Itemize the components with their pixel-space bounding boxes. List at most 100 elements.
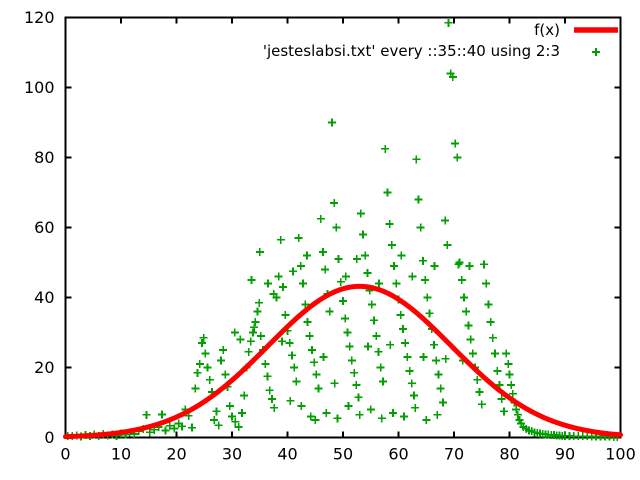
scatter-point bbox=[441, 354, 450, 363]
scatter-point bbox=[256, 332, 265, 340]
scatter-point bbox=[311, 416, 320, 424]
scatter-point bbox=[312, 370, 321, 379]
scatter-point bbox=[234, 423, 243, 431]
scatter-point bbox=[444, 18, 453, 27]
scatter-point bbox=[305, 332, 314, 340]
scatter-point bbox=[290, 363, 299, 372]
scatter-point bbox=[477, 400, 486, 409]
scatter-point bbox=[497, 395, 506, 403]
scatter-point bbox=[377, 414, 386, 423]
scatter-point bbox=[294, 234, 303, 242]
scatter-point bbox=[267, 395, 276, 403]
scatter-point bbox=[352, 255, 361, 263]
scatter-point bbox=[195, 360, 204, 368]
scatter-point bbox=[281, 311, 290, 319]
x-tick-label-100: 100 bbox=[605, 445, 636, 464]
scatter-point bbox=[343, 328, 352, 337]
y-tick-label-40: 40 bbox=[34, 288, 54, 307]
scatter-point bbox=[356, 209, 365, 218]
scatter-point bbox=[459, 293, 468, 302]
x-tick-label-30: 30 bbox=[222, 445, 242, 464]
scatter-point bbox=[263, 372, 272, 381]
scatter-point bbox=[240, 391, 249, 400]
scatter-point bbox=[170, 424, 179, 433]
scatter-point bbox=[383, 188, 392, 197]
scatter-point bbox=[296, 262, 305, 270]
scatter-point bbox=[411, 403, 420, 412]
scatter-point bbox=[310, 358, 319, 367]
scatter-point bbox=[388, 409, 397, 417]
scatter-point bbox=[398, 325, 407, 333]
x-axis-tick-labels: 0 10 20 30 40 50 60 70 80 90 100 bbox=[60, 445, 635, 464]
scatter-point bbox=[236, 335, 245, 344]
line-series-fx bbox=[63, 283, 623, 440]
x-tick-label-10: 10 bbox=[111, 445, 131, 464]
legend-label-datafile: 'jesteslabsi.txt' every ::35::40 using 2… bbox=[263, 42, 560, 60]
scatter-point bbox=[199, 333, 208, 342]
x-tick-label-20: 20 bbox=[166, 445, 186, 464]
scatter-point bbox=[376, 363, 385, 372]
scatter-point bbox=[178, 422, 187, 431]
scatter-point bbox=[330, 199, 339, 207]
scatter-point bbox=[316, 214, 325, 223]
scatter-point bbox=[479, 260, 488, 269]
scatter-point bbox=[423, 293, 432, 302]
scatter-point bbox=[210, 416, 219, 424]
scatter-point bbox=[366, 405, 375, 414]
scatter-point bbox=[441, 216, 450, 225]
scatter-point bbox=[249, 328, 258, 337]
scatter-point bbox=[408, 272, 417, 281]
scatter-point bbox=[214, 421, 223, 430]
scatter-point bbox=[355, 410, 364, 419]
scatter-point bbox=[363, 269, 372, 277]
scatter-point bbox=[269, 290, 278, 298]
scatter-point bbox=[286, 396, 295, 405]
scatter-point bbox=[279, 283, 288, 291]
scatter-point bbox=[493, 367, 502, 375]
scatter-point bbox=[165, 421, 174, 430]
scatter-point bbox=[289, 267, 298, 276]
y-tick-label-80: 80 bbox=[34, 148, 54, 167]
legend-label-fx: f(x) bbox=[534, 21, 560, 39]
scatter-point bbox=[228, 412, 236, 421]
x-tick-label-90: 90 bbox=[555, 445, 575, 464]
scatter-point bbox=[297, 402, 306, 410]
scatter-point bbox=[505, 370, 514, 379]
scatter-point bbox=[292, 377, 301, 386]
scatter-point bbox=[332, 223, 341, 232]
scatter-point bbox=[482, 279, 491, 288]
scatter-point bbox=[261, 360, 270, 368]
scatter-point bbox=[412, 155, 421, 164]
scatter-point bbox=[419, 353, 428, 361]
scatter-point bbox=[264, 279, 273, 288]
scatter-point bbox=[237, 409, 246, 417]
y-tick-label-60: 60 bbox=[34, 218, 54, 237]
scatter-point bbox=[345, 342, 354, 351]
scatter-point bbox=[352, 381, 361, 389]
scatter-point bbox=[381, 144, 390, 153]
scatter-point bbox=[302, 251, 311, 260]
scatter-point bbox=[158, 410, 167, 419]
scatter-point bbox=[443, 241, 452, 249]
scatter-point bbox=[407, 379, 416, 388]
scatter-point bbox=[434, 370, 443, 379]
scatter-point bbox=[421, 276, 430, 284]
scatter-point bbox=[438, 398, 447, 407]
scatter-point bbox=[457, 276, 466, 284]
x-tick-label-60: 60 bbox=[388, 445, 408, 464]
fx-curve bbox=[63, 283, 623, 440]
scatter-point bbox=[161, 426, 170, 435]
scatter-point bbox=[422, 416, 431, 424]
scatter-point bbox=[341, 314, 350, 323]
scatter-point bbox=[433, 410, 442, 419]
scatter-point bbox=[512, 405, 521, 414]
scatter-point bbox=[451, 139, 460, 148]
y-tick-label-120: 120 bbox=[24, 8, 55, 27]
scatter-point bbox=[448, 73, 457, 81]
scatter-point bbox=[314, 384, 323, 393]
scatter-point bbox=[330, 379, 339, 388]
scatter-point bbox=[425, 309, 434, 318]
x-tick-label-0: 0 bbox=[60, 445, 70, 464]
scatter-point bbox=[145, 428, 154, 437]
